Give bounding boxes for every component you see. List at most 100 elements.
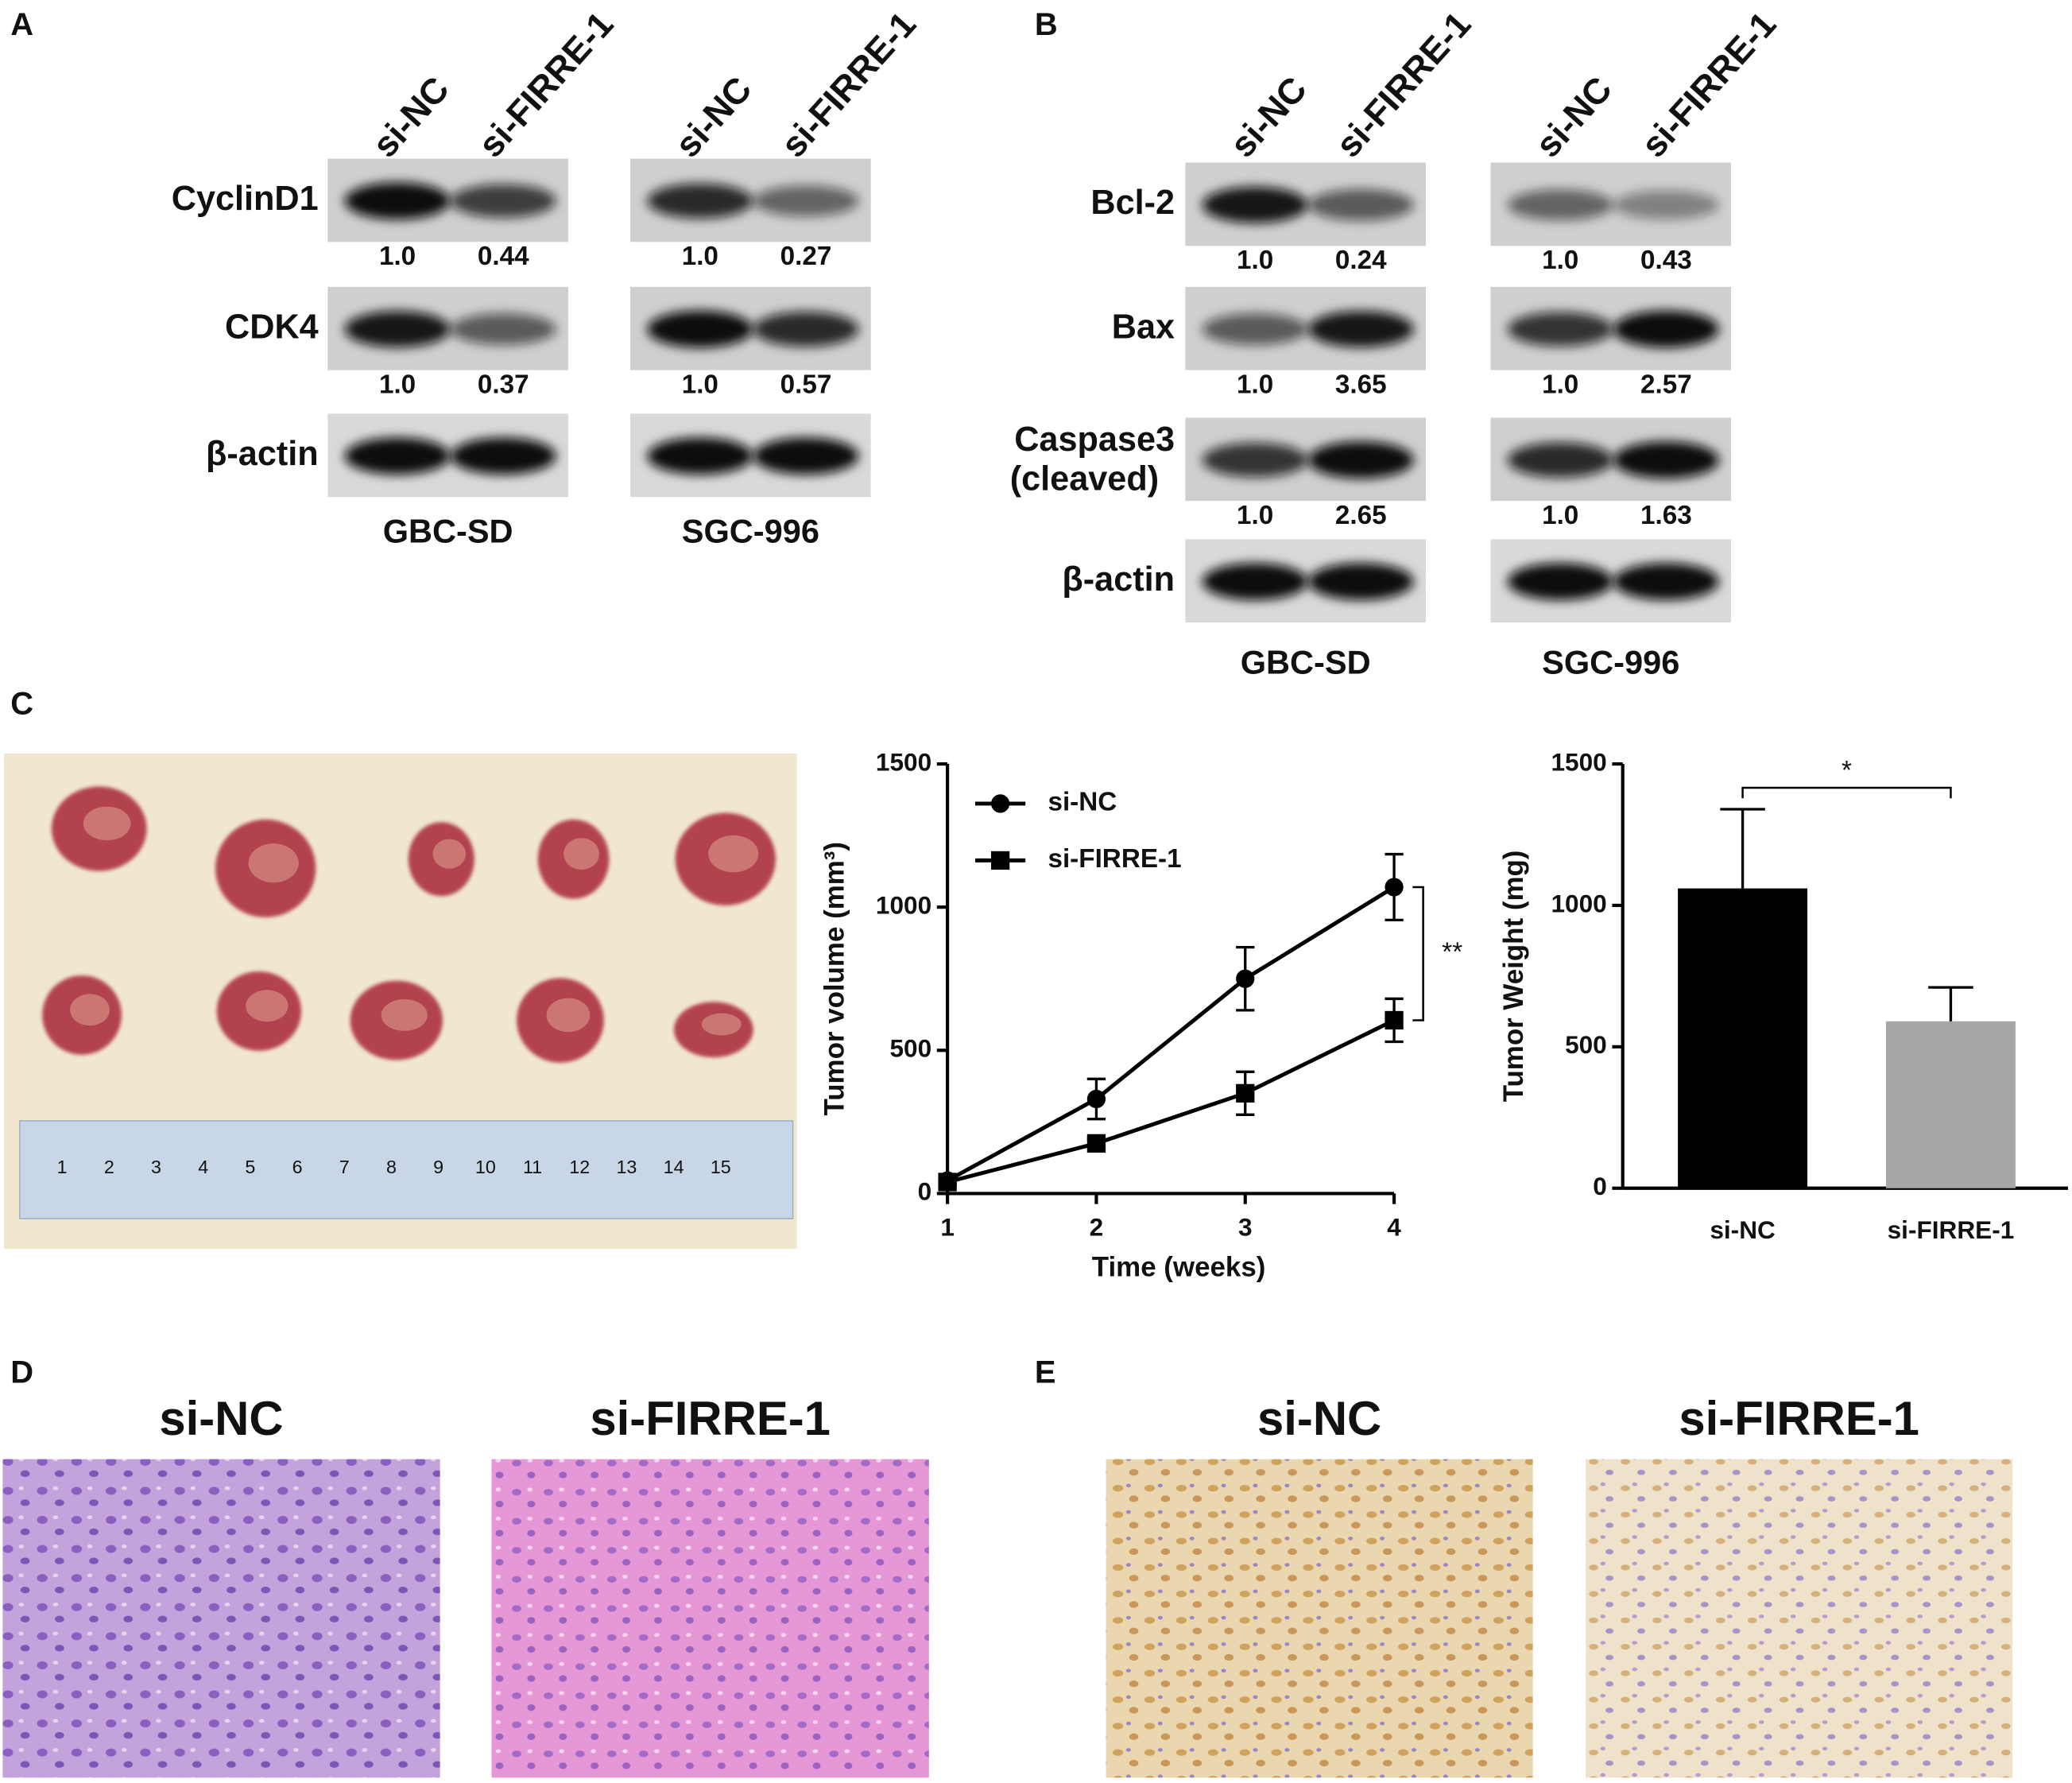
lane-label: si-FIRRE-1 xyxy=(471,4,622,165)
legend-marker xyxy=(990,794,1010,813)
data-point xyxy=(1385,878,1404,897)
y-tick-label: 1000 xyxy=(876,891,931,920)
blot-band xyxy=(647,437,753,475)
condition-label: si-NC xyxy=(1257,1392,1381,1445)
panel-label: D xyxy=(10,1355,33,1390)
y-axis-label: Tumor volume (mm³) xyxy=(819,842,850,1116)
significance-bracket xyxy=(1412,886,1424,1021)
lane-label: si-FIRRE-1 xyxy=(1633,4,1784,165)
y-tick-label: 500 xyxy=(889,1034,931,1063)
blot-band xyxy=(1202,313,1308,346)
error-bar xyxy=(1928,986,1973,1021)
band-ratio: 1.0 xyxy=(1237,246,1273,275)
y-tick-label: 1500 xyxy=(876,747,931,776)
blot-band xyxy=(1613,563,1719,600)
protein-label: Caspase3 xyxy=(1014,421,1175,459)
ruler-label: 5 xyxy=(245,1157,255,1177)
histology-image xyxy=(1586,1459,2013,1778)
tumor-highlight xyxy=(246,990,289,1022)
band-ratio: 1.0 xyxy=(379,242,416,271)
ruler xyxy=(19,1120,794,1219)
band-ratio: 1.0 xyxy=(682,242,718,271)
lane-label: si-NC xyxy=(1222,68,1315,165)
lane-label: si-NC xyxy=(1528,68,1620,165)
blot-band xyxy=(344,182,451,220)
blot-band xyxy=(450,184,556,218)
band-ratio: 0.57 xyxy=(780,370,832,399)
blot-band xyxy=(450,437,556,475)
blot-band xyxy=(1202,186,1308,223)
ruler-label: 2 xyxy=(104,1157,114,1177)
ruler-label: 3 xyxy=(151,1157,161,1177)
lane-label: si-FIRRE-1 xyxy=(1328,4,1479,165)
bar xyxy=(1885,1021,2016,1188)
series-line xyxy=(947,1018,1396,1184)
lane-label: si-NC xyxy=(667,68,759,165)
band-ratio: 1.0 xyxy=(1237,370,1273,399)
x-tick-label: 4 xyxy=(1387,1213,1401,1242)
blot-band xyxy=(1202,563,1308,600)
significance-bracket xyxy=(1741,786,1952,799)
band-ratio: 1.0 xyxy=(682,370,718,399)
tumor-highlight xyxy=(83,806,131,841)
tumor-highlight xyxy=(381,999,428,1031)
tumor-highlight xyxy=(701,1013,742,1036)
ruler-label: 6 xyxy=(292,1157,303,1177)
series-line xyxy=(946,885,1396,1183)
blot-band xyxy=(1307,311,1414,347)
legend-label: si-NC xyxy=(1048,788,1117,817)
band-ratio: 2.57 xyxy=(1640,370,1692,399)
panel-label: A xyxy=(10,7,33,42)
legend-label: si-FIRRE-1 xyxy=(1048,844,1181,874)
band-ratio: 1.0 xyxy=(1542,501,1578,530)
blot-band xyxy=(753,312,859,347)
band-ratio: 0.24 xyxy=(1335,246,1387,275)
protein-label-note: (cleaved) xyxy=(1010,460,1159,498)
blot-band xyxy=(344,437,451,475)
band-ratio: 0.27 xyxy=(780,242,832,271)
band-ratio: 0.37 xyxy=(478,370,529,399)
cell-line-label: SGC-996 xyxy=(1542,643,1679,680)
band-ratio: 2.65 xyxy=(1335,501,1387,530)
histology-image xyxy=(2,1459,440,1778)
blot-band xyxy=(1613,441,1719,479)
ruler-label: 12 xyxy=(569,1157,590,1177)
blot-band xyxy=(1507,563,1613,600)
blot-band xyxy=(1307,563,1414,600)
blot-band xyxy=(1507,442,1613,478)
ruler-label: 7 xyxy=(339,1157,350,1177)
data-point xyxy=(938,1173,957,1192)
y-tick-label: 1500 xyxy=(1551,747,1607,776)
x-tick-label: si-FIRRE-1 xyxy=(1888,1215,2015,1244)
panel-label: B xyxy=(1035,7,1058,42)
ruler-label: 9 xyxy=(433,1157,443,1177)
condition-label: si-FIRRE-1 xyxy=(590,1392,831,1445)
lane-label: si-FIRRE-1 xyxy=(773,4,924,165)
y-tick-label: 500 xyxy=(1565,1030,1607,1059)
blot-band xyxy=(344,311,451,347)
protein-label: Bcl-2 xyxy=(1090,184,1175,222)
ruler-label: 14 xyxy=(664,1157,684,1177)
data-point xyxy=(1236,1083,1255,1103)
protein-label: CDK4 xyxy=(225,308,319,346)
blot-band xyxy=(1202,443,1308,478)
blot-band xyxy=(647,310,753,348)
data-point xyxy=(1385,1010,1404,1030)
tumor-highlight xyxy=(432,839,467,869)
x-tick-label: 1 xyxy=(940,1213,955,1242)
legend-marker xyxy=(990,851,1010,870)
band-ratio: 0.44 xyxy=(478,242,529,271)
blot-band xyxy=(1507,189,1613,221)
band-ratio: 1.0 xyxy=(1542,370,1578,399)
band-ratio: 0.43 xyxy=(1640,246,1692,275)
cell-line-label: GBC-SD xyxy=(383,513,513,550)
ruler-label: 8 xyxy=(386,1157,397,1177)
blot-band xyxy=(753,437,859,475)
error-bar xyxy=(1720,808,1765,889)
blot-band xyxy=(1307,441,1414,479)
y-tick-label: 0 xyxy=(918,1177,932,1206)
lane-label: si-NC xyxy=(364,68,456,165)
ruler-label: 13 xyxy=(616,1157,637,1177)
histology-image xyxy=(491,1459,929,1778)
